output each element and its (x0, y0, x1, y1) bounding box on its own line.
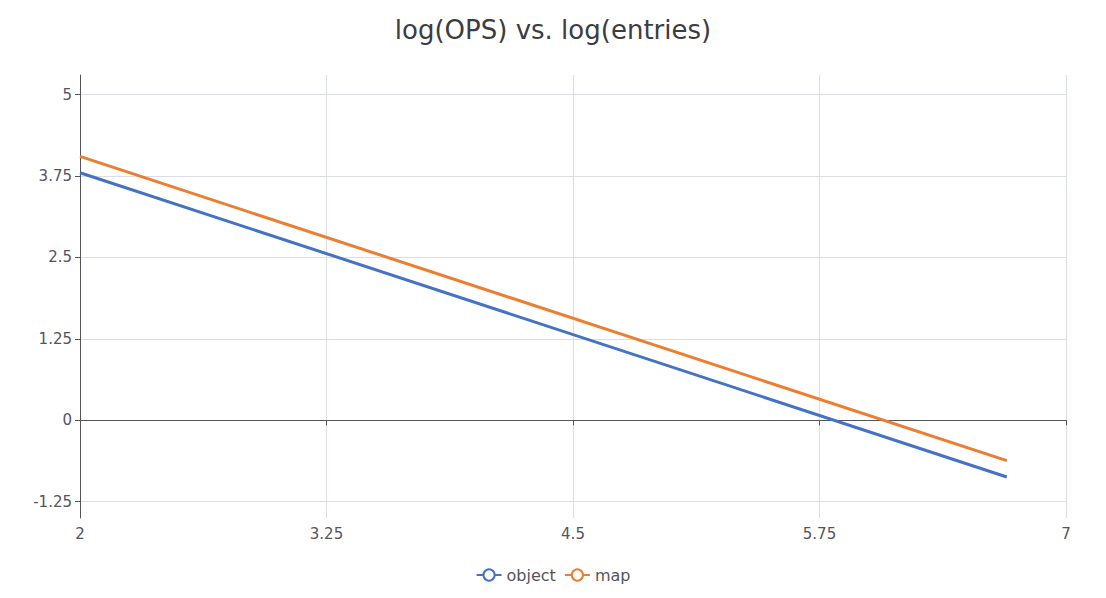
svg-text:3.25: 3.25 (310, 525, 343, 543)
svg-text:3.75: 3.75 (39, 167, 72, 185)
svg-text:-1.25: -1.25 (33, 493, 72, 511)
svg-text:2.5: 2.5 (48, 248, 72, 266)
svg-text:4.5: 4.5 (561, 525, 585, 543)
svg-text:object: object (507, 566, 556, 585)
svg-text:0: 0 (62, 411, 72, 429)
svg-text:1.25: 1.25 (39, 330, 72, 348)
svg-text:log(OPS) vs. log(entries): log(OPS) vs. log(entries) (395, 15, 711, 45)
svg-text:map: map (595, 566, 631, 585)
svg-text:2: 2 (75, 525, 85, 543)
svg-text:5.75: 5.75 (803, 525, 836, 543)
svg-text:7: 7 (1061, 525, 1071, 543)
svg-text:5: 5 (62, 86, 72, 104)
